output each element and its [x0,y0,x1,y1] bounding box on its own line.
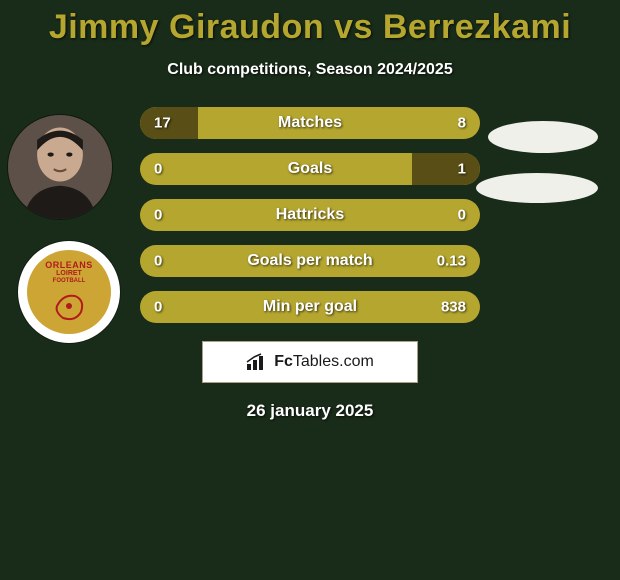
logo-text: FcTables.com [274,353,374,371]
club-badge-line1: ORLEANS [45,260,93,270]
stat-row: 0 Min per goal 838 [140,291,480,323]
stat-value-right: 0.13 [437,253,466,270]
person-silhouette-icon [8,115,112,219]
stat-label: Goals per match [247,252,372,270]
bar-fill-right [412,153,480,185]
date-label: 26 january 2025 [247,401,374,421]
stat-value-right: 0 [458,207,466,224]
stat-value-left: 0 [154,299,162,316]
stat-row: 0 Goals 1 [140,153,480,185]
fctables-logo: FcTables.com [202,341,418,383]
logo-prefix: Fc [274,353,293,370]
stat-value-left: 0 [154,253,162,270]
comparison-card: Jimmy Giraudon vs Berrezkami Club compet… [0,0,620,421]
page-title: Jimmy Giraudon vs Berrezkami [49,8,571,47]
placeholder-ellipse [476,173,598,203]
stat-label: Min per goal [263,298,357,316]
stat-value-right: 8 [458,115,466,132]
player-avatar-left [8,115,112,219]
stat-value-right: 838 [441,299,466,316]
stat-row: 17 Matches 8 [140,107,480,139]
logo-suffix: Tables.com [293,353,374,370]
club-badge-inner: ORLEANS LOIRET FOOTBALL [27,250,111,334]
stat-row: 0 Hattricks 0 [140,199,480,231]
stat-label: Hattricks [276,206,344,224]
stat-row: 0 Goals per match 0.13 [140,245,480,277]
content-area: ORLEANS LOIRET FOOTBALL 17 Matches 8 0 Goals… [0,107,620,323]
stat-label: Goals [288,160,332,178]
stat-value-right: 1 [458,161,466,178]
bar-chart-icon [246,353,268,371]
stat-value-left: 0 [154,207,162,224]
club-badge-left: ORLEANS LOIRET FOOTBALL [18,241,120,343]
club-badge-line2: LOIRET [56,270,82,277]
club-badge-line3: FOOTBALL [53,278,86,284]
stat-label: Matches [278,114,342,132]
placeholder-ellipse [488,121,598,153]
club-emblem-icon [49,286,89,326]
stat-value-left: 17 [154,115,171,132]
stat-value-left: 0 [154,161,162,178]
subtitle: Club competitions, Season 2024/2025 [167,61,452,79]
